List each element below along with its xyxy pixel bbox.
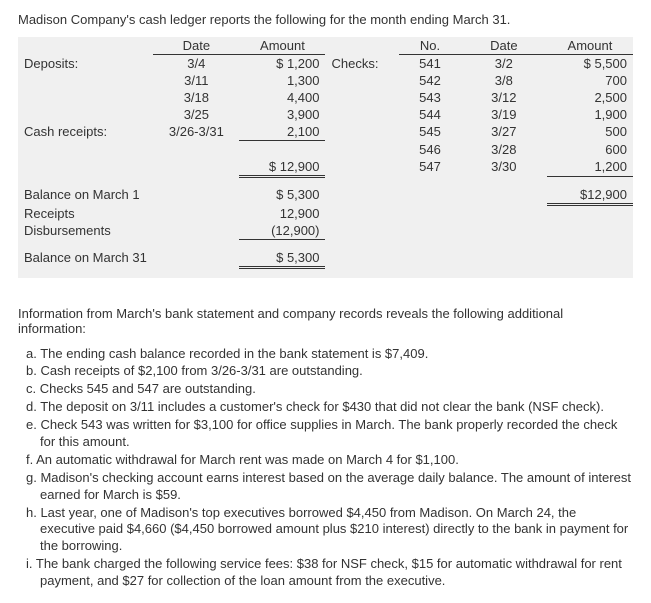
ledger-row: Deposits: 3/4 $ 1,200 Checks: 541 3/2 $ … xyxy=(18,55,633,73)
spacer xyxy=(18,176,633,186)
deposit-amount: 4,400 xyxy=(239,89,325,106)
hdr-amount2: Amount xyxy=(547,37,633,55)
info-item-g: g. Madison's checking account earns inte… xyxy=(40,470,633,504)
check-amount: 1,900 xyxy=(547,106,633,123)
deposit-date: 3/18 xyxy=(153,89,239,106)
info-item-e: e. Check 543 was written for $3,100 for … xyxy=(40,417,633,451)
hdr-amount: Amount xyxy=(239,37,325,55)
check-date: 3/19 xyxy=(461,106,547,123)
deposit-amount: 2,100 xyxy=(239,123,325,141)
check-date: 3/28 xyxy=(461,141,547,158)
summary-row: Receipts 12,900 xyxy=(18,205,633,222)
deposit-date: 3/26-3/31 xyxy=(153,123,239,141)
deposit-date: 3/25 xyxy=(153,106,239,123)
check-date: 3/2 xyxy=(461,55,547,73)
hdr-no: No. xyxy=(399,37,461,55)
check-amount: 700 xyxy=(547,72,633,89)
check-amount: 500 xyxy=(547,123,633,141)
header-row: Date Amount No. Date Amount xyxy=(18,37,633,55)
deposit-amount: 3,900 xyxy=(239,106,325,123)
additional-info: Information from March's bank statement … xyxy=(18,306,633,590)
info-item-c: c. Checks 545 and 547 are outstanding. xyxy=(40,381,633,398)
info-item-d: d. The deposit on 3/11 includes a custom… xyxy=(40,399,633,416)
disbursements-amt: (12,900) xyxy=(239,222,325,240)
balance-march1-label: Balance on March 1 xyxy=(18,186,239,205)
cash-receipts-label: Cash receipts: xyxy=(18,123,153,141)
check-amount: 600 xyxy=(547,141,633,158)
check-no: 544 xyxy=(399,106,461,123)
check-amount: 2,500 xyxy=(547,89,633,106)
receipts-label: Receipts xyxy=(18,205,239,222)
checks-total: $12,900 xyxy=(547,186,633,205)
info-item-i: i. The bank charged the following servic… xyxy=(40,556,633,590)
check-no: 542 xyxy=(399,72,461,89)
check-amount: 1,200 xyxy=(547,158,633,177)
check-date: 3/12 xyxy=(461,89,547,106)
intro-text: Madison Company's cash ledger reports th… xyxy=(18,12,633,27)
check-date: 3/27 xyxy=(461,123,547,141)
deposits-total: $ 12,900 xyxy=(239,158,325,177)
disbursements-label: Disbursements xyxy=(18,222,239,240)
ledger-row: 3/18 4,400 543 3/12 2,500 xyxy=(18,89,633,106)
check-no: 541 xyxy=(399,55,461,73)
info-item-h: h. Last year, one of Madison's top execu… xyxy=(40,505,633,556)
deposit-amount: $ 1,200 xyxy=(239,55,325,73)
info-intro: Information from March's bank statement … xyxy=(18,306,633,336)
ledger-row: Cash receipts: 3/26-3/31 2,100 545 3/27 … xyxy=(18,123,633,141)
spacer xyxy=(18,239,633,249)
receipts-amt: 12,900 xyxy=(239,205,325,222)
summary-row: Disbursements (12,900) xyxy=(18,222,633,240)
summary-row: Balance on March 31 $ 5,300 xyxy=(18,249,633,268)
ledger-row: $ 12,900 547 3/30 1,200 xyxy=(18,158,633,177)
spacer xyxy=(18,268,633,278)
hdr-date: Date xyxy=(153,37,239,55)
ledger-row: 546 3/28 600 xyxy=(18,141,633,158)
check-no: 543 xyxy=(399,89,461,106)
check-no: 546 xyxy=(399,141,461,158)
info-item-f: f. An automatic withdrawal for March ren… xyxy=(40,452,633,469)
deposit-date: 3/4 xyxy=(153,55,239,73)
checks-label: Checks: xyxy=(325,55,399,73)
info-list: a. The ending cash balance recorded in t… xyxy=(18,346,633,590)
deposits-label: Deposits: xyxy=(18,55,153,73)
balance-march31-amt: $ 5,300 xyxy=(239,249,325,268)
deposit-amount: 1,300 xyxy=(239,72,325,89)
check-date: 3/30 xyxy=(461,158,547,177)
ledger-row: 3/11 1,300 542 3/8 700 xyxy=(18,72,633,89)
check-no: 545 xyxy=(399,123,461,141)
balance-march31-label: Balance on March 31 xyxy=(18,249,239,268)
ledger-row: 3/25 3,900 544 3/19 1,900 xyxy=(18,106,633,123)
info-item-a: a. The ending cash balance recorded in t… xyxy=(40,346,633,363)
check-no: 547 xyxy=(399,158,461,177)
info-item-b: b. Cash receipts of $2,100 from 3/26-3/3… xyxy=(40,363,633,380)
hdr-date2: Date xyxy=(461,37,547,55)
check-amount: $ 5,500 xyxy=(547,55,633,73)
summary-row: Balance on March 1 $ 5,300 $12,900 xyxy=(18,186,633,205)
balance-march1-amt: $ 5,300 xyxy=(239,186,325,205)
deposit-date: 3/11 xyxy=(153,72,239,89)
check-date: 3/8 xyxy=(461,72,547,89)
cash-ledger-table: Date Amount No. Date Amount Deposits: 3/… xyxy=(18,37,633,278)
